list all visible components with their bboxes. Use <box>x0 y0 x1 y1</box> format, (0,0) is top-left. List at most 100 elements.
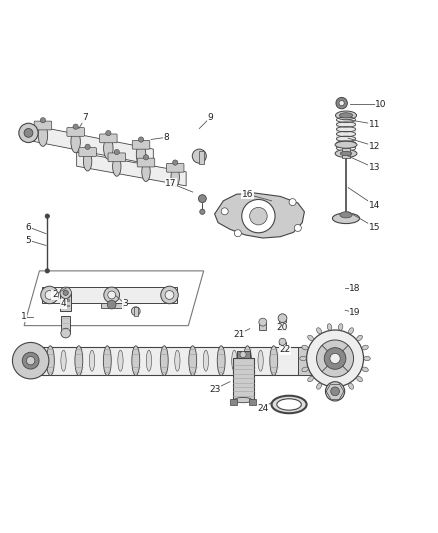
Text: 10: 10 <box>375 100 387 109</box>
Text: 1: 1 <box>21 312 27 321</box>
Ellipse shape <box>103 346 111 376</box>
Bar <box>336 120 356 148</box>
Ellipse shape <box>339 387 343 393</box>
Text: 16: 16 <box>242 190 253 199</box>
Ellipse shape <box>357 376 363 382</box>
Ellipse shape <box>244 346 251 376</box>
Polygon shape <box>24 271 204 326</box>
Circle shape <box>131 307 140 316</box>
Bar <box>230 399 237 405</box>
Circle shape <box>331 387 339 395</box>
Bar <box>279 320 286 330</box>
Ellipse shape <box>203 350 208 371</box>
Circle shape <box>107 300 116 309</box>
Circle shape <box>60 287 71 298</box>
FancyBboxPatch shape <box>166 164 184 172</box>
Ellipse shape <box>335 150 357 157</box>
Text: 22: 22 <box>279 345 290 354</box>
Ellipse shape <box>136 143 146 166</box>
Ellipse shape <box>362 367 368 372</box>
Text: 6: 6 <box>25 223 32 231</box>
Text: 9: 9 <box>207 113 213 122</box>
FancyBboxPatch shape <box>34 121 52 130</box>
Circle shape <box>63 290 68 295</box>
Text: 2: 2 <box>52 290 57 300</box>
Circle shape <box>40 118 46 123</box>
Text: 4: 4 <box>61 299 66 308</box>
Text: 14: 14 <box>369 201 380 209</box>
Ellipse shape <box>317 383 321 389</box>
Circle shape <box>289 199 296 206</box>
Circle shape <box>108 291 116 299</box>
Ellipse shape <box>104 137 113 159</box>
Circle shape <box>45 214 49 219</box>
Circle shape <box>234 230 241 237</box>
Ellipse shape <box>357 335 363 341</box>
Circle shape <box>307 330 364 387</box>
Text: 11: 11 <box>369 119 380 128</box>
Circle shape <box>114 149 120 155</box>
FancyBboxPatch shape <box>67 127 85 136</box>
Bar <box>259 322 266 330</box>
Circle shape <box>240 351 246 358</box>
Circle shape <box>22 352 39 369</box>
Circle shape <box>26 357 35 365</box>
Circle shape <box>138 137 144 142</box>
FancyBboxPatch shape <box>99 134 117 143</box>
Circle shape <box>278 314 287 322</box>
Circle shape <box>325 382 345 401</box>
Circle shape <box>294 224 301 231</box>
Ellipse shape <box>38 124 48 147</box>
Ellipse shape <box>258 350 263 371</box>
Bar <box>199 151 204 164</box>
Circle shape <box>192 149 206 163</box>
Text: 7: 7 <box>82 113 88 122</box>
Circle shape <box>242 199 275 233</box>
Ellipse shape <box>189 346 197 376</box>
Circle shape <box>41 286 58 304</box>
Ellipse shape <box>232 350 237 371</box>
Ellipse shape <box>89 350 95 371</box>
Ellipse shape <box>349 328 353 334</box>
Text: 18: 18 <box>349 284 360 293</box>
Circle shape <box>104 287 120 303</box>
Bar <box>62 300 70 302</box>
Circle shape <box>339 101 344 106</box>
Ellipse shape <box>272 395 307 413</box>
Text: 13: 13 <box>369 164 380 173</box>
Circle shape <box>85 144 90 149</box>
Ellipse shape <box>132 346 140 376</box>
Circle shape <box>250 207 267 225</box>
Bar <box>249 399 256 405</box>
Circle shape <box>173 160 178 165</box>
Circle shape <box>200 209 205 214</box>
Bar <box>61 316 70 333</box>
FancyBboxPatch shape <box>108 153 126 161</box>
Bar <box>342 148 350 158</box>
Text: 20: 20 <box>277 324 288 332</box>
Ellipse shape <box>332 213 360 223</box>
Bar <box>60 293 71 311</box>
Bar <box>101 303 123 308</box>
Ellipse shape <box>61 350 66 371</box>
Ellipse shape <box>307 335 314 341</box>
Circle shape <box>61 328 71 338</box>
Ellipse shape <box>234 398 252 403</box>
Circle shape <box>45 290 54 300</box>
Circle shape <box>165 290 174 300</box>
Ellipse shape <box>277 399 301 410</box>
Ellipse shape <box>46 346 54 376</box>
Ellipse shape <box>160 346 168 376</box>
Ellipse shape <box>340 151 352 156</box>
Text: 5: 5 <box>25 236 32 245</box>
Ellipse shape <box>307 376 314 382</box>
Ellipse shape <box>75 346 83 376</box>
Ellipse shape <box>83 151 92 171</box>
Ellipse shape <box>113 157 121 176</box>
Text: 8: 8 <box>163 133 170 142</box>
Ellipse shape <box>142 162 150 181</box>
Text: 17: 17 <box>165 179 177 188</box>
Bar <box>31 346 307 375</box>
FancyBboxPatch shape <box>137 158 155 167</box>
Polygon shape <box>215 193 304 238</box>
